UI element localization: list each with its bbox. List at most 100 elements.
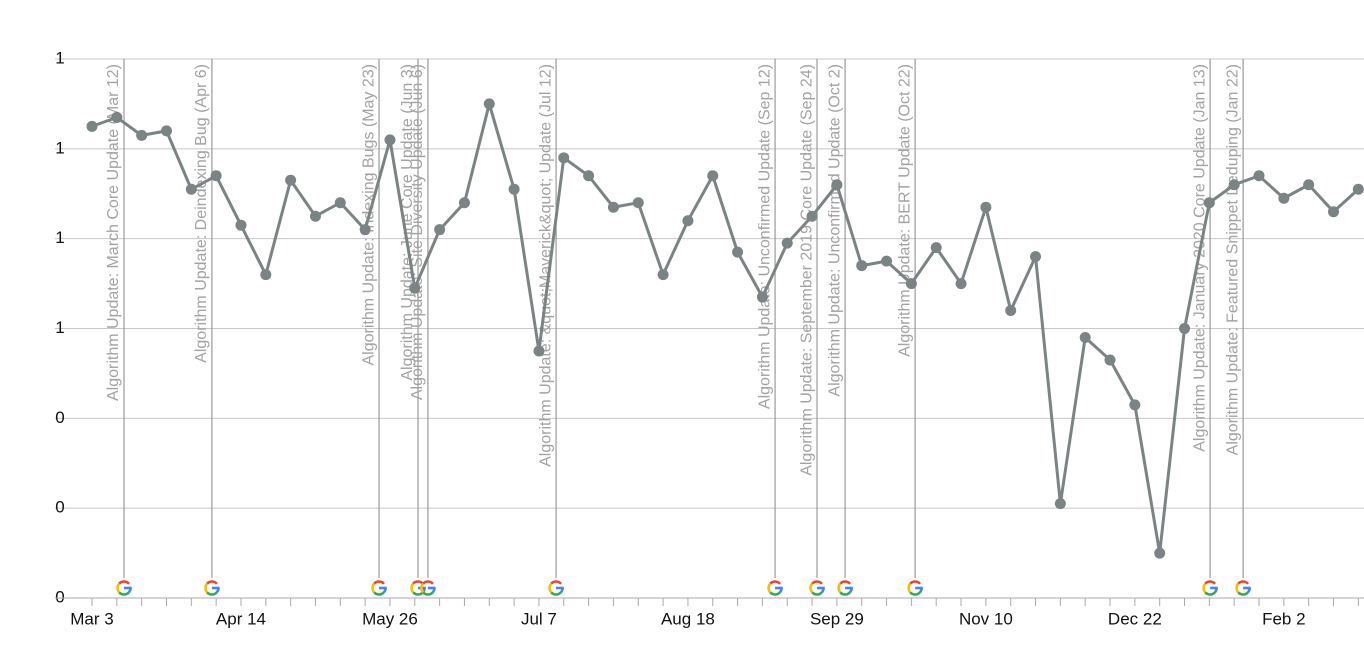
- icon-arc: [412, 580, 424, 585]
- icon-arc: [550, 591, 563, 596]
- data-point: [558, 152, 570, 164]
- data-point: [210, 170, 222, 182]
- data-point: [533, 345, 545, 357]
- icon-arc: [839, 580, 852, 585]
- icon-arc: [206, 580, 218, 585]
- data-point: [1228, 179, 1240, 191]
- icon-arc: [909, 591, 922, 596]
- data-point: [384, 134, 396, 146]
- data-point: [781, 237, 793, 249]
- icon-arc: [839, 591, 852, 596]
- data-point: [980, 201, 992, 213]
- data-point: [955, 278, 967, 290]
- data-point: [1278, 192, 1290, 204]
- x-tick-label: Dec 22: [1108, 609, 1162, 628]
- y-tick-label: 1: [55, 318, 64, 337]
- data-point: [1005, 305, 1017, 317]
- data-point: [235, 219, 247, 231]
- google-icon: [837, 580, 853, 596]
- icon-arc: [118, 591, 130, 596]
- x-tick-label: Nov 10: [959, 609, 1013, 628]
- data-point: [806, 210, 818, 222]
- data-point: [1054, 498, 1066, 510]
- google-icon: [420, 580, 436, 596]
- icon-arc: [118, 580, 130, 585]
- icon-arc: [373, 591, 385, 596]
- google-icon: [907, 580, 923, 596]
- x-tick-label: Apr 14: [216, 609, 266, 628]
- icon-arc: [412, 591, 424, 596]
- icon-arc: [206, 591, 218, 596]
- annotation-label: Algorithm Update: Deindexing Bug (Apr 6): [193, 64, 210, 363]
- data-point: [1154, 547, 1166, 559]
- data-point: [583, 170, 595, 182]
- data-point: [1203, 197, 1215, 209]
- y-tick-label: 0: [55, 587, 64, 606]
- data-point: [831, 179, 843, 191]
- data-point: [334, 197, 346, 209]
- annotation-label: Algorithm Update: September 2019 Core Up…: [798, 64, 815, 476]
- icon-arc: [116, 582, 121, 594]
- data-point: [1030, 251, 1042, 263]
- data-point: [1253, 170, 1265, 182]
- icon-arc: [1235, 582, 1240, 594]
- data-point: [682, 215, 694, 227]
- google-icon: [767, 580, 783, 596]
- icon-arc: [809, 582, 814, 594]
- data-point: [632, 197, 644, 209]
- x-tick-label: Aug 18: [661, 609, 715, 628]
- icon-arc: [1204, 580, 1217, 585]
- data-point: [458, 197, 470, 209]
- icon-arc: [811, 591, 824, 596]
- x-tick-label: Mar 3: [70, 609, 113, 628]
- icon-arc: [373, 580, 385, 585]
- data-point: [483, 98, 495, 110]
- data-point: [285, 174, 297, 186]
- data-point: [905, 278, 917, 290]
- data-point: [508, 183, 520, 195]
- data-point: [136, 129, 148, 141]
- x-tick-label: May 26: [362, 609, 418, 628]
- series-line: [91, 98, 1360, 554]
- google-icon: [1235, 580, 1251, 596]
- y-tick-label: 0: [55, 408, 64, 427]
- x-tick-label: Jul 7: [521, 609, 557, 628]
- data-point: [657, 269, 669, 281]
- annotation-label: Algorithm Update: Unconfirmed Update (Oc…: [826, 64, 843, 397]
- data-point: [1352, 183, 1364, 195]
- icon-arc: [422, 580, 434, 585]
- google-icon: [548, 580, 564, 596]
- data-point: [185, 183, 197, 195]
- icon-arc: [837, 582, 842, 594]
- data-point: [111, 111, 123, 123]
- data-point: [756, 291, 768, 303]
- icon-arc: [811, 580, 824, 585]
- data-point: [1104, 354, 1116, 366]
- y-tick-label: 1: [55, 228, 64, 247]
- y-tick-label: 1: [55, 48, 64, 67]
- icon-arc: [767, 582, 772, 594]
- data-point: [707, 170, 719, 182]
- data-point: [1303, 179, 1315, 191]
- icon-arc: [909, 580, 922, 585]
- google-icon: [1202, 580, 1218, 596]
- icon-arc: [204, 582, 209, 594]
- google-icon: [116, 580, 132, 596]
- icon-arc: [548, 582, 553, 594]
- data-point: [732, 246, 744, 258]
- annotation-label: Algorithm Update: June Core Update (Jun …: [399, 64, 416, 381]
- annotation-label: Algorithm Update: March Core Update (Mar…: [105, 64, 122, 401]
- icon-arc: [1237, 580, 1250, 585]
- data-point: [409, 282, 421, 294]
- icon-arc: [422, 591, 434, 596]
- icon-arc: [1204, 591, 1217, 596]
- data-point: [434, 224, 446, 236]
- icon-arc: [550, 580, 563, 585]
- data-point: [309, 210, 321, 222]
- y-tick-label: 0: [55, 498, 64, 517]
- y-tick-label: 1: [55, 138, 64, 157]
- data-point: [1328, 206, 1339, 218]
- annotation-label: Algorithm Update: Featured Snippet Dedup…: [1224, 64, 1241, 455]
- google-icon: [204, 580, 220, 596]
